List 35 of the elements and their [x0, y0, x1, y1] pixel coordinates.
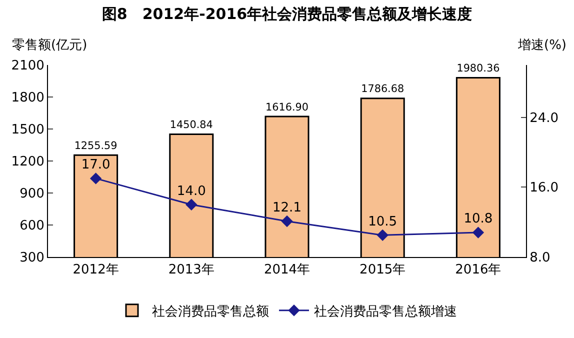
chart-title: 图8 2012年-2016年社会消费品零售总额及增长速度	[102, 4, 472, 23]
x-tick-label: 2015年	[360, 262, 406, 278]
data-label: 10.5	[368, 214, 398, 230]
data-label: 17.0	[81, 158, 110, 173]
y-tick-label: 600	[20, 218, 44, 234]
y-tick-label: 1800	[11, 90, 44, 106]
data-label: 1450.84	[170, 119, 214, 132]
data-label: 1616.90	[266, 101, 308, 114]
point	[376, 229, 388, 242]
x-tick-label: 2016年	[455, 262, 502, 278]
data-label: 1786.68	[361, 83, 404, 96]
y-tick-label: 2100	[11, 58, 44, 74]
data-label: 10.8	[464, 212, 493, 227]
point	[186, 198, 198, 210]
data-label: 1980.36	[456, 62, 500, 75]
y-tick-label: 1200	[11, 154, 44, 170]
point	[472, 226, 484, 238]
y2-tick-label: 16.0	[530, 180, 559, 196]
legend-label: 社会消费品零售总额增速	[314, 304, 457, 320]
point	[281, 215, 293, 228]
y2-axis-title: 增速(%)	[517, 38, 566, 53]
x-tick-label: 2012年	[72, 262, 119, 278]
data-label: 12.1	[272, 200, 302, 216]
y-axis-title: 零售额(亿元)	[12, 38, 88, 53]
data-label: 14.0	[176, 184, 206, 199]
y-tick-label: 300	[20, 250, 44, 266]
y2-tick-label: 8.0	[530, 250, 550, 266]
x-tick-label: 2013年	[168, 262, 214, 278]
y2-tick-label: 24.0	[530, 110, 559, 126]
legend-label: 社会消费品零售总额	[152, 304, 269, 320]
point	[90, 172, 102, 184]
y-tick-label: 1500	[11, 122, 44, 138]
y-tick-label: 900	[20, 186, 44, 202]
data-label: 1255.59	[74, 140, 118, 152]
x-tick-label: 2014年	[264, 262, 310, 278]
